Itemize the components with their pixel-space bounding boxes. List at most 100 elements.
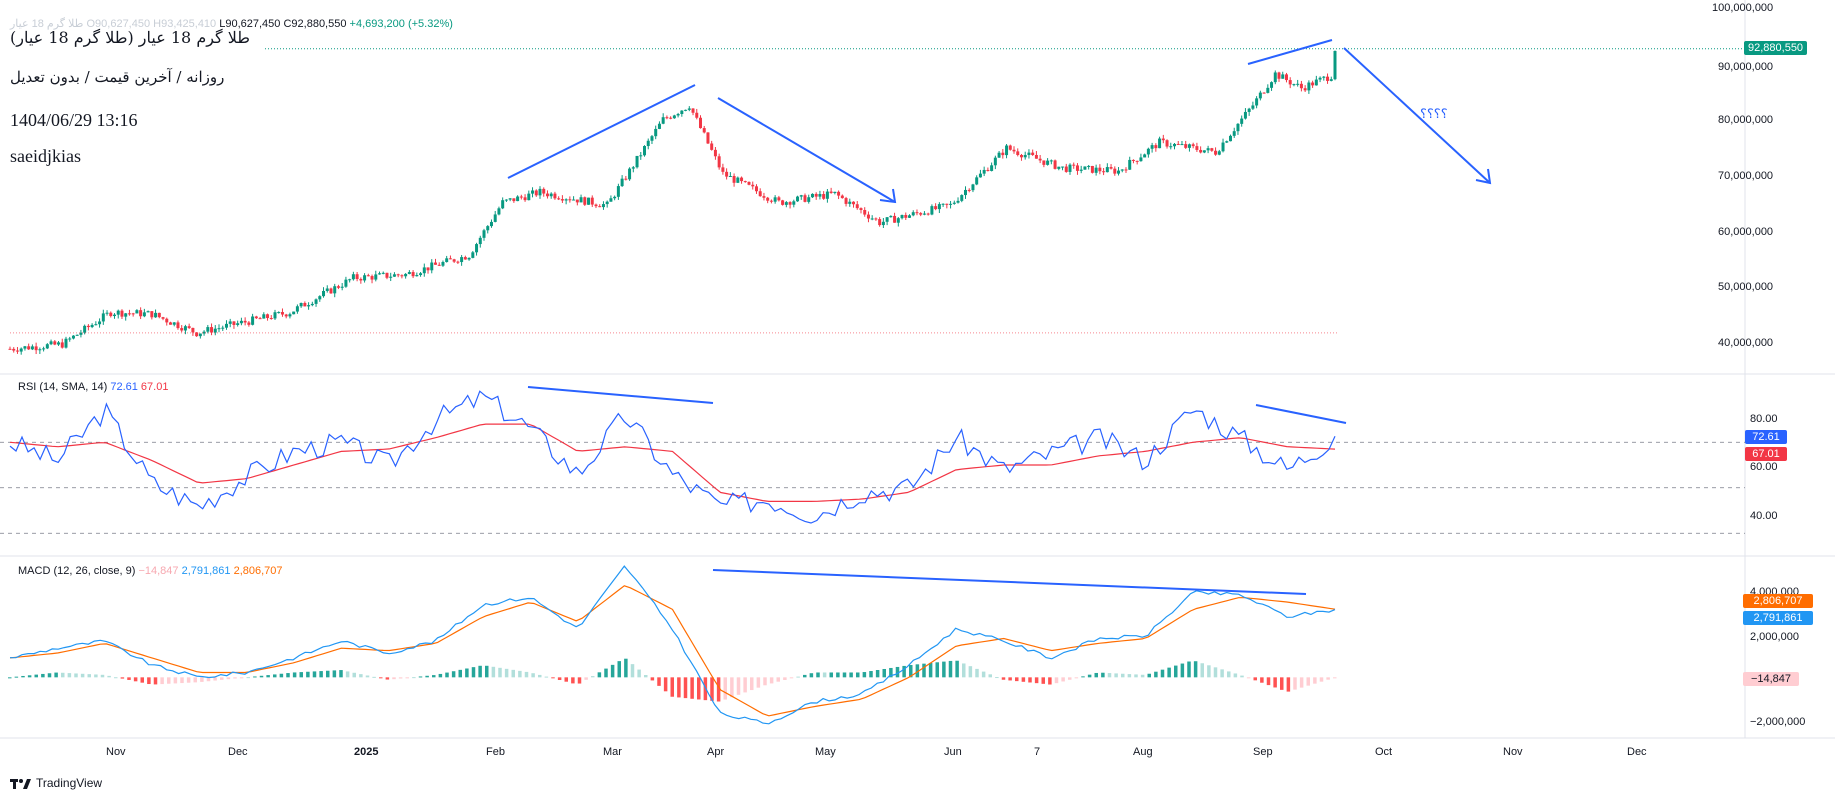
candle-body xyxy=(366,275,370,277)
candle-body xyxy=(57,342,61,345)
macd-histogram-bar xyxy=(451,671,456,678)
candle-body xyxy=(1046,160,1050,165)
macd-histogram-bar xyxy=(239,677,244,679)
candle-body xyxy=(516,196,520,202)
candle-body xyxy=(1307,82,1311,91)
candle-body xyxy=(1251,105,1255,109)
candle-body xyxy=(557,198,561,200)
candle-body xyxy=(1277,72,1281,79)
ohlc-legend: طلا گرم 18 عيار O90,627,450 H93,425,410 … xyxy=(10,17,453,30)
candle-body xyxy=(1005,145,1009,156)
macd-histogram-bar xyxy=(683,677,688,699)
candle-body xyxy=(926,213,930,215)
candle-body xyxy=(1023,154,1027,158)
candle-body xyxy=(251,316,255,325)
candle-body xyxy=(564,199,568,201)
candle-body xyxy=(971,184,975,191)
macd-histogram-bar xyxy=(1087,674,1092,678)
rsi-divergence-line-2 xyxy=(1255,404,1347,424)
macd-histogram-bar xyxy=(47,673,52,678)
candle-body xyxy=(154,312,158,318)
candle-body xyxy=(493,214,497,222)
candle-body xyxy=(717,156,721,168)
time-axis-label: Sep xyxy=(1253,746,1273,758)
candle-body xyxy=(497,208,501,215)
macd-histogram-bar xyxy=(1246,677,1251,679)
candle-body xyxy=(523,197,527,201)
candle-body xyxy=(42,348,46,350)
candle-body xyxy=(1139,157,1143,162)
macd-histogram-bar xyxy=(61,672,65,678)
candle-body xyxy=(545,193,549,197)
price-axis-label: 40,000,000 xyxy=(1718,337,1774,349)
macd-histogram-bar xyxy=(1326,677,1330,680)
candle-body xyxy=(866,214,870,219)
candle-body xyxy=(594,204,598,207)
macd-histogram-bar xyxy=(306,671,310,678)
candle-body xyxy=(1184,144,1188,148)
candle-body xyxy=(616,186,620,197)
candle-body xyxy=(292,311,296,315)
macd-histogram-bar xyxy=(1193,661,1198,678)
candle-body xyxy=(740,177,744,182)
macd-histogram-bar xyxy=(114,677,118,679)
rsi-legend-value: 72.61 xyxy=(110,381,138,393)
candle-body xyxy=(1034,154,1038,159)
macd-histogram-bar xyxy=(332,670,337,678)
macd-histogram-bar xyxy=(1333,677,1337,679)
macd-histogram-bar xyxy=(140,677,144,683)
macd-histogram-bar xyxy=(312,671,317,678)
candle-body xyxy=(825,191,829,199)
candle-body xyxy=(501,200,505,209)
candle-body xyxy=(165,318,169,323)
candle-body xyxy=(1284,74,1288,81)
macd-histogram-bar xyxy=(697,677,701,700)
candle-body xyxy=(1090,165,1094,173)
macd-histogram-bar xyxy=(955,660,959,678)
candle-body xyxy=(560,199,564,201)
candle-body xyxy=(665,117,669,119)
candle-body xyxy=(837,191,841,196)
macd-histogram-bar xyxy=(1147,673,1151,678)
macd-histogram-bar xyxy=(849,672,853,678)
candle-body xyxy=(489,221,493,227)
candle-body xyxy=(243,320,247,323)
candle-body xyxy=(64,338,68,348)
candle-body xyxy=(654,128,658,137)
ohlc-low: L90,627,450 xyxy=(219,18,281,30)
macd-histogram-bar xyxy=(1121,673,1125,678)
candle-body xyxy=(986,169,990,171)
macd-histogram-bar xyxy=(584,677,588,680)
candle-body xyxy=(336,286,340,288)
candle-body xyxy=(1113,168,1117,174)
candle-body xyxy=(1008,145,1012,150)
candle-body xyxy=(777,197,781,201)
candle-body xyxy=(1225,141,1229,143)
candle-body xyxy=(303,302,307,307)
macd-histogram-bar xyxy=(736,677,741,695)
candle-body xyxy=(224,323,228,328)
rsi-axis-label: 60.00 xyxy=(1750,461,1778,473)
candle-body xyxy=(579,197,583,203)
candle-body xyxy=(277,312,281,314)
macd-histogram-bar xyxy=(54,672,58,678)
candle-body xyxy=(590,197,594,205)
macd-histogram-bar xyxy=(869,671,873,678)
macd-histogram-bar xyxy=(809,673,814,678)
candle-body xyxy=(997,152,1001,158)
candle-body xyxy=(273,312,277,319)
candle-body xyxy=(807,197,811,202)
candle-body xyxy=(344,279,348,287)
macd-histogram-bar xyxy=(339,670,343,678)
candle-body xyxy=(512,198,516,202)
candle-body xyxy=(852,201,856,205)
chart-subtitle: روزانه / آخرين قيمت / بدون تعديل xyxy=(10,68,225,86)
grid-lines xyxy=(0,0,1835,739)
tradingview-logo[interactable]: TradingView xyxy=(10,776,102,790)
candle-body xyxy=(1266,87,1270,93)
macd-histogram-bar xyxy=(1306,677,1310,686)
candle-body xyxy=(1217,151,1221,155)
candle-body xyxy=(98,321,102,325)
candle-body xyxy=(1057,166,1061,169)
